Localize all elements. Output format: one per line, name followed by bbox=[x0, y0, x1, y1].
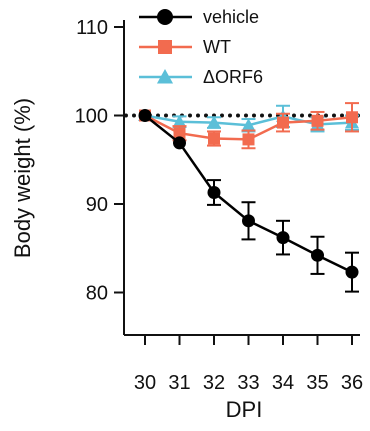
y-tick-label: 80 bbox=[86, 283, 108, 305]
series-layer bbox=[138, 102, 359, 293]
legend-label: vehicle bbox=[203, 7, 259, 27]
data-point bbox=[172, 114, 187, 128]
x-tick-label: 34 bbox=[272, 372, 294, 394]
data-point bbox=[242, 214, 255, 228]
data-point bbox=[277, 116, 289, 129]
x-tick-label: 31 bbox=[168, 372, 190, 394]
data-point bbox=[173, 136, 186, 150]
x-tick-label: 35 bbox=[306, 372, 328, 394]
x-tick-label: 36 bbox=[341, 372, 363, 394]
data-point bbox=[311, 248, 324, 262]
y-tick-label: 90 bbox=[86, 194, 108, 216]
data-point bbox=[311, 114, 324, 127]
x-axis-label: DPI bbox=[226, 397, 263, 422]
x-tick-label: 32 bbox=[203, 372, 225, 394]
data-point bbox=[241, 118, 256, 131]
data-point bbox=[345, 265, 359, 279]
legend-item-wt: WT bbox=[139, 37, 231, 57]
legend-item-orf6: ΔORF6 bbox=[139, 67, 263, 87]
x-tick-label: 30 bbox=[134, 372, 156, 394]
x-ticks: 30 31 32 33 34 35 36 bbox=[134, 335, 363, 394]
data-point bbox=[208, 132, 220, 145]
x-tick-label: 33 bbox=[237, 372, 259, 394]
legend-marker bbox=[157, 9, 173, 25]
data-point bbox=[276, 231, 290, 245]
series-vehicle bbox=[138, 109, 359, 293]
legend-marker bbox=[156, 68, 174, 84]
data-point bbox=[173, 127, 186, 140]
data-point bbox=[207, 185, 221, 199]
legend: vehicle WT ΔORF6 bbox=[139, 7, 263, 87]
data-point bbox=[207, 115, 221, 129]
legend-label: WT bbox=[203, 37, 231, 57]
data-point bbox=[242, 133, 255, 146]
y-axis-label: Body weight (%) bbox=[10, 98, 35, 258]
y-tick-label: 100 bbox=[75, 106, 108, 128]
data-point bbox=[346, 111, 358, 124]
legend-label: ΔORF6 bbox=[203, 67, 263, 87]
legend-marker bbox=[158, 40, 172, 54]
legend-item-vehicle: vehicle bbox=[139, 7, 259, 27]
y-tick-label: 110 bbox=[76, 17, 108, 39]
data-point bbox=[138, 109, 152, 122]
y-ticks: 80 90 100 110 bbox=[75, 17, 124, 305]
axes bbox=[123, 20, 360, 336]
